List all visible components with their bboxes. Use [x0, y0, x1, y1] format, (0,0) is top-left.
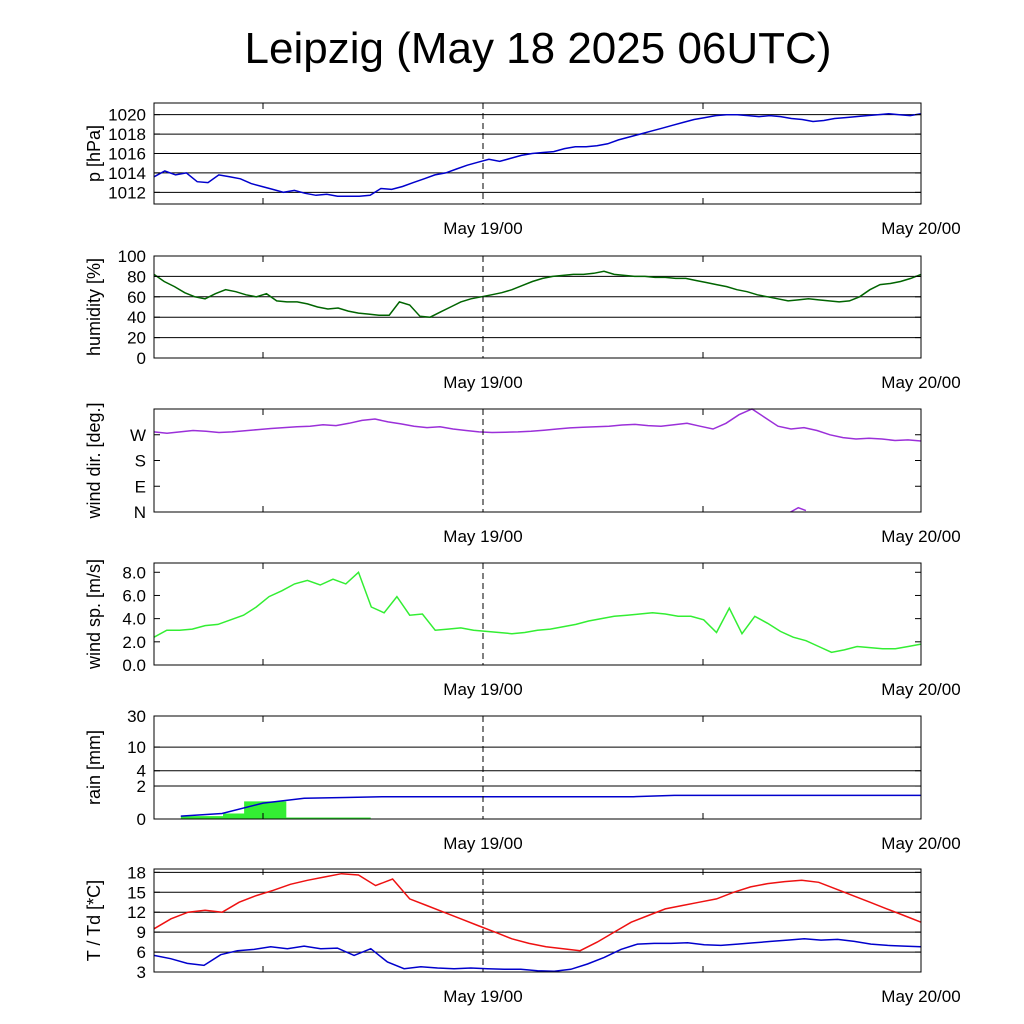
series-line-5-1 — [153, 938, 922, 973]
y-tick-label: 6 — [137, 943, 146, 962]
series-line-1-0 — [153, 270, 922, 318]
x-tick-label: May 20/00 — [881, 373, 960, 392]
y-tick-label: 0 — [137, 810, 146, 829]
y-tick-label: 12 — [127, 903, 146, 922]
panel-frame — [153, 408, 922, 513]
y-tick-label: 2 — [137, 777, 146, 796]
y-tick-label: S — [135, 452, 146, 471]
x-tick-label: May 19/00 — [443, 219, 522, 238]
y-tick-label: W — [130, 426, 146, 445]
y-tick-label: 10 — [127, 738, 146, 757]
y-tick-label: 15 — [127, 883, 146, 902]
rain-bars — [180, 801, 392, 819]
y-tick-label: 20 — [127, 329, 146, 348]
y-tick-label: 1018 — [108, 125, 146, 144]
y-tick-label: 1020 — [108, 106, 146, 125]
series-line-4-1 — [180, 794, 921, 817]
x-tick-label: May 19/00 — [443, 680, 522, 699]
x-tick-label: May 19/00 — [443, 527, 522, 546]
y-tick-label: 1016 — [108, 145, 146, 164]
x-tick-label: May 19/00 — [443, 987, 522, 1006]
series-line-2-1 — [790, 506, 807, 513]
y-tick-label: 1012 — [108, 183, 146, 202]
x-tick-label: May 20/00 — [881, 219, 960, 238]
y-tick-label: 3 — [137, 963, 146, 982]
x-tick-label: May 20/00 — [881, 834, 960, 853]
y-axis-label: wind dir. [deg.] — [84, 402, 104, 519]
y-tick-label: 40 — [127, 308, 146, 327]
x-tick-label: May 20/00 — [881, 987, 960, 1006]
y-tick-label: 0 — [137, 349, 146, 368]
y-axis-label: wind sp. [m/s] — [84, 559, 104, 670]
panel-frame — [153, 562, 922, 666]
series-line-5-0 — [153, 872, 922, 952]
y-tick-label: 9 — [137, 923, 146, 942]
y-tick-label: 4.0 — [122, 610, 146, 629]
y-tick-label: 2.0 — [122, 633, 146, 652]
y-tick-label: E — [135, 477, 146, 496]
panel-frame — [153, 715, 922, 820]
y-tick-label: 0.0 — [122, 656, 146, 675]
y-tick-label: 60 — [127, 288, 146, 307]
y-tick-label: 6.0 — [122, 586, 146, 605]
series-line-2-0 — [153, 408, 922, 442]
y-tick-label: 80 — [127, 267, 146, 286]
chart-title: Leipzig (May 18 2025 06UTC) — [244, 24, 832, 73]
x-tick-label: May 20/00 — [881, 527, 960, 546]
y-axis-label: humidity [%] — [84, 258, 104, 356]
x-tick-label: May 19/00 — [443, 373, 522, 392]
y-axis-label: T / Td [*C] — [84, 880, 104, 961]
y-tick-label: 18 — [127, 863, 146, 882]
panel-frame — [153, 868, 922, 973]
series-line-0-0 — [153, 112, 922, 197]
panel-frame — [153, 255, 922, 359]
y-tick-label: N — [134, 503, 146, 522]
y-axis-label: p [hPa] — [84, 125, 104, 182]
y-tick-label: 100 — [118, 247, 146, 266]
y-tick-label: 8.0 — [122, 563, 146, 582]
y-tick-label: 30 — [127, 707, 146, 726]
x-tick-label: May 20/00 — [881, 680, 960, 699]
x-tick-label: May 19/00 — [443, 834, 522, 853]
series-line-3-0 — [153, 570, 922, 654]
y-axis-label: rain [mm] — [84, 730, 104, 805]
y-tick-label: 4 — [137, 762, 146, 781]
y-tick-label: 1014 — [108, 164, 146, 183]
